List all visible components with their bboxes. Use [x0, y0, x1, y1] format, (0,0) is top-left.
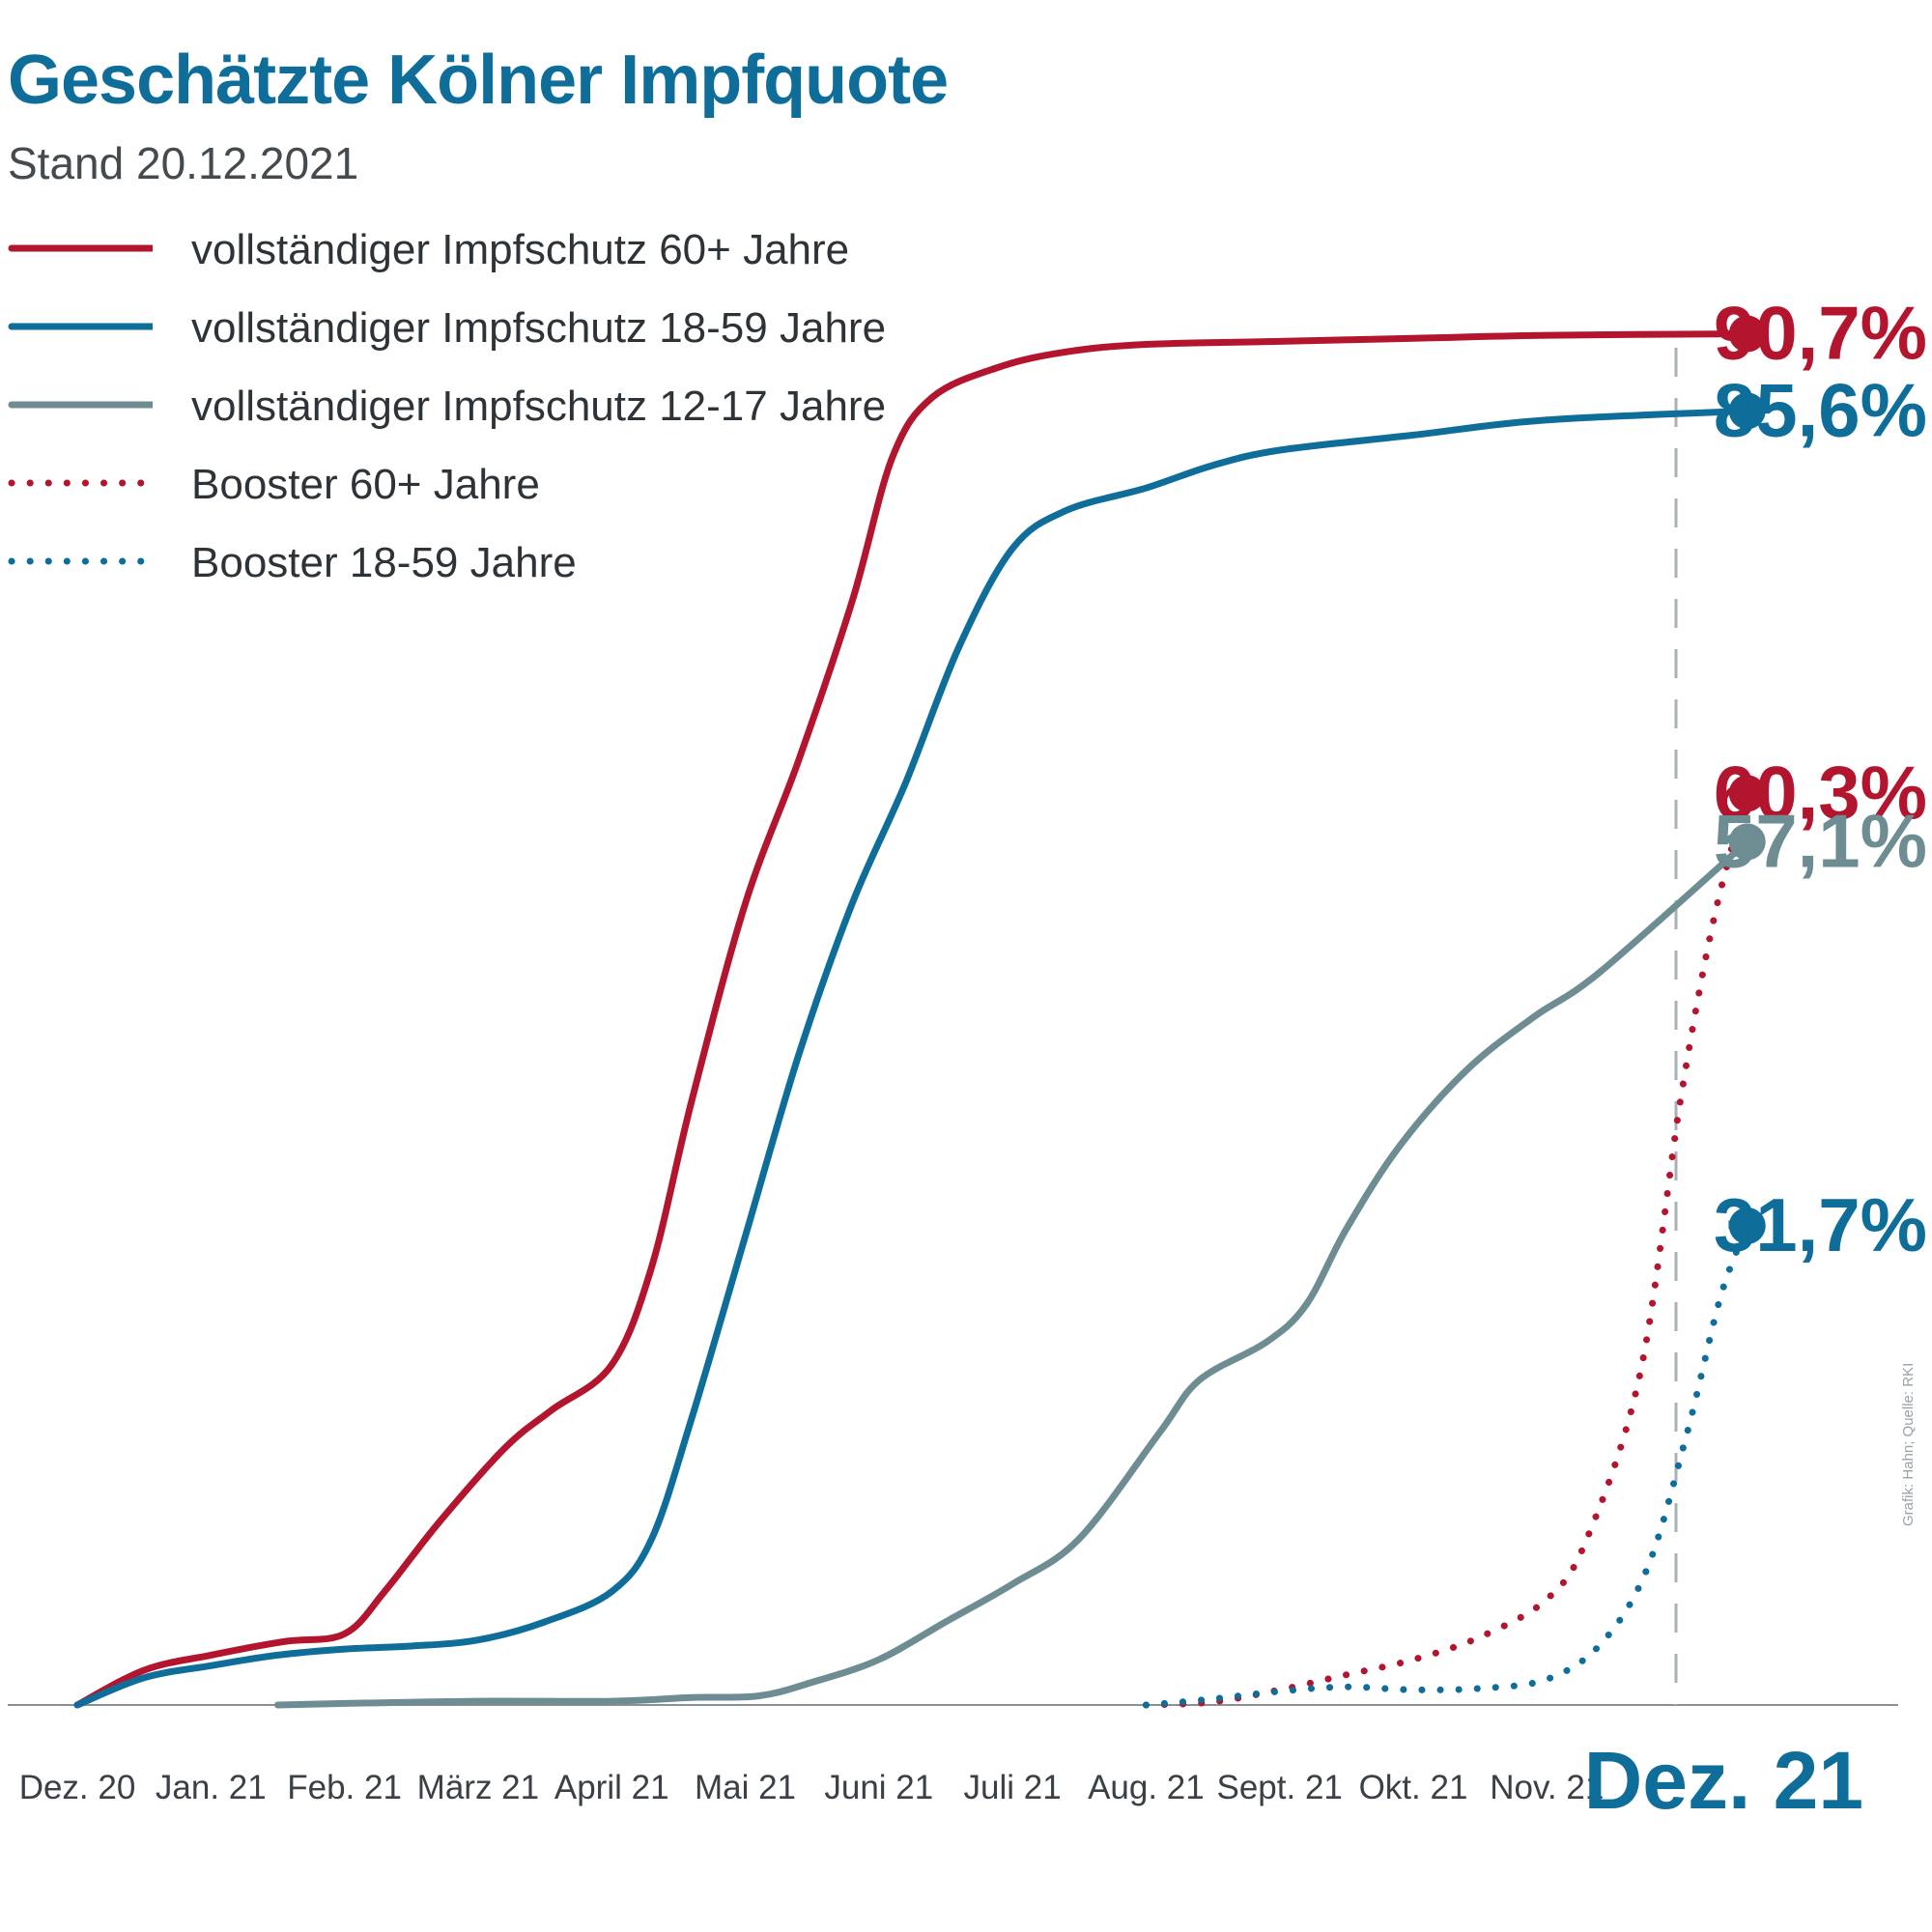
legend-swatch-12-17-full: [8, 401, 153, 409]
legend-swatch-60plus-full: [8, 244, 153, 252]
legend-label: vollständiger Impfschutz 60+ Jahre: [191, 226, 850, 273]
end-label-3: 60,3%: [1714, 750, 1927, 835]
end-label-5: 31,7%: [1714, 1182, 1927, 1267]
x-tick-dez-20: Dez. 20: [19, 1769, 136, 1806]
source-credit: Grafik: Hahn; Quelle: RKI: [1900, 1362, 1917, 1526]
end-label-1: 90,7%: [1714, 291, 1927, 376]
x-tick-sept-21: Sept. 21: [1217, 1769, 1343, 1806]
x-tick-nov-21: Nov. 21: [1490, 1769, 1604, 1806]
x-tick-dez-21: Dez. 21: [1584, 1735, 1864, 1826]
x-tick-juni-21: Juni 21: [824, 1769, 933, 1806]
legend-swatch-18-59-full: [8, 323, 153, 330]
end-marker-2: [1728, 392, 1766, 430]
end-label-2: 85,6%: [1714, 367, 1927, 452]
series-line-vollst-ndiger-impfschutz-18-59-jahre: [73, 407, 1751, 1709]
legend-label: Booster 60+ Jahre: [191, 461, 540, 508]
legend-swatch-booster-18-59: [8, 557, 153, 565]
legend-label: Booster 18-59 Jahre: [191, 539, 577, 586]
x-tick-m-rz-21: März 21: [417, 1769, 539, 1806]
legend-swatch-booster-60plus: [8, 479, 153, 487]
end-label-4: 57,1%: [1714, 798, 1927, 883]
x-tick-juli-21: Juli 21: [964, 1769, 1062, 1806]
end-marker-3: [1728, 775, 1766, 812]
x-tick-mai-21: Mai 21: [695, 1769, 796, 1806]
chart-title: Geschätzte Kölner Impfquote: [8, 42, 949, 119]
x-tick-feb-21: Feb. 21: [287, 1769, 402, 1806]
end-marker-4: [1728, 823, 1766, 861]
x-tick-jan-21: Jan. 21: [156, 1769, 267, 1806]
end-markers: 90,7%85,6% 60,3%57,1% 31,7%: [1714, 291, 1927, 1267]
x-tick-aug-21: Aug. 21: [1088, 1769, 1205, 1806]
series-line-booster-60-jahre: [1142, 789, 1751, 1709]
series-layer: [73, 330, 1751, 1709]
chart-subtitle: Stand 20.12.2021: [8, 138, 359, 188]
end-marker-5: [1728, 1207, 1766, 1244]
x-tick-okt-21: Okt. 21: [1359, 1769, 1468, 1806]
x-axis-ticks: Dez. 20 Jan. 21 Feb. 21 März 21 April 21 Mai …: [19, 1735, 1863, 1826]
x-tick-april-21: April 21: [554, 1769, 669, 1806]
series-line-vollst-ndiger-impfschutz-12-17-jahre: [274, 838, 1751, 1709]
legend-label: vollständiger Impfschutz 12-17 Jahre: [191, 383, 887, 430]
series-line-vollst-ndiger-impfschutz-60-jahre: [73, 330, 1751, 1709]
series-line-booster-18-59-jahre: [1142, 1222, 1751, 1709]
end-marker-1: [1728, 315, 1766, 353]
legend-label: vollständiger Impfschutz 18-59 Jahre: [191, 304, 887, 352]
